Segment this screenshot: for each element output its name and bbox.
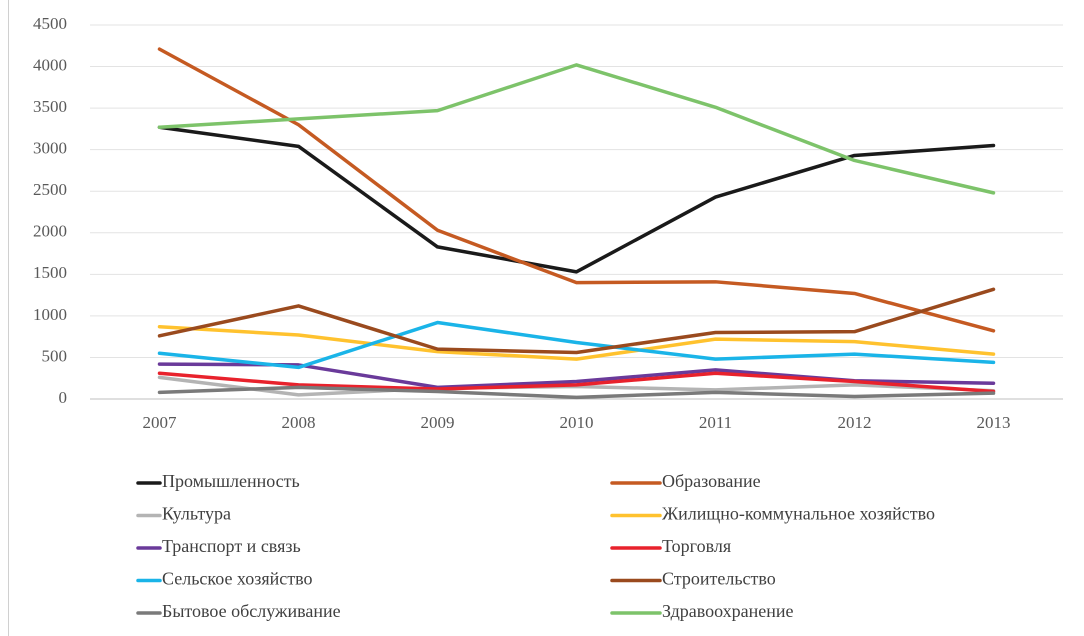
y-tick-label: 2000 <box>33 222 67 241</box>
legend-label: Промышленность <box>162 471 300 491</box>
y-tick-label: 1000 <box>33 305 67 324</box>
series-line <box>157 385 996 400</box>
series-line <box>157 125 996 274</box>
legend-label: Жилищно-коммунальное хозяйство <box>662 504 935 524</box>
series-line <box>157 371 996 394</box>
legend-label: Транспорт и связь <box>162 536 301 556</box>
x-tick-label: 2010 <box>560 413 594 432</box>
y-tick-label: 1500 <box>33 263 67 282</box>
legend-label: Бытовое обслуживание <box>162 601 341 621</box>
x-tick-label: 2008 <box>282 413 316 432</box>
x-tick-label: 2012 <box>838 413 872 432</box>
y-tick-label: 3000 <box>33 139 67 158</box>
y-tick-label: 2500 <box>33 180 67 199</box>
x-tick-label: 2011 <box>699 413 732 432</box>
x-tick-label: 2013 <box>977 413 1011 432</box>
y-tick-label: 4500 <box>33 14 67 33</box>
y-tick-label: 4000 <box>33 55 67 74</box>
legend-label: Культура <box>162 504 231 524</box>
x-tick-label: 2009 <box>421 413 455 432</box>
series-line <box>157 287 996 355</box>
series-line <box>157 324 996 361</box>
y-tick-label: 500 <box>42 346 68 365</box>
series-line <box>157 47 996 333</box>
y-tick-label: 3500 <box>33 97 67 116</box>
legend-label: Сельское хозяйство <box>162 569 313 589</box>
legend-label: Образование <box>662 471 761 491</box>
y-tick-label: 0 <box>59 388 68 407</box>
legend-label: Строительство <box>662 569 776 589</box>
legend-label: Здравоохранение <box>662 601 794 621</box>
series-line <box>157 320 996 370</box>
series-line <box>157 63 996 195</box>
legend-label: Торговля <box>662 536 731 556</box>
x-tick-label: 2007 <box>143 413 178 432</box>
